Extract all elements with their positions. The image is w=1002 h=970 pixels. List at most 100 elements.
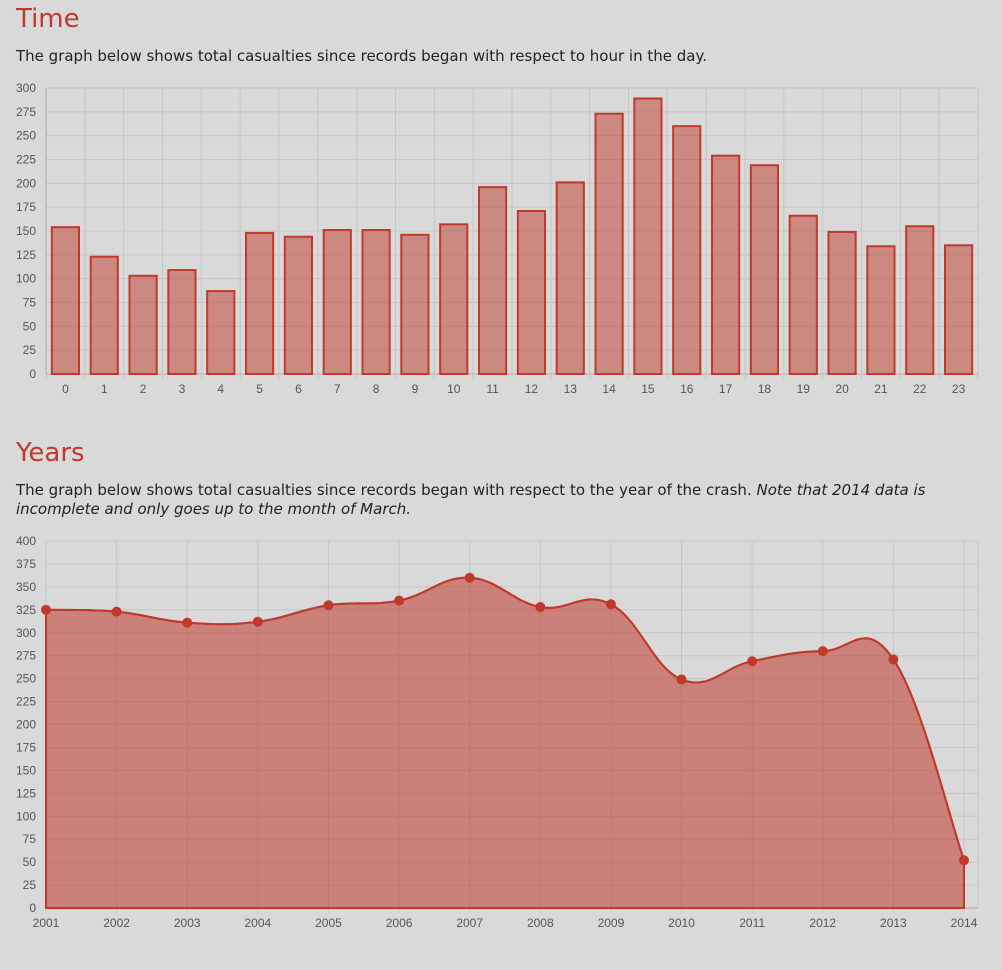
x-tick-label: 19 bbox=[797, 382, 811, 396]
y-tick-label: 175 bbox=[16, 740, 36, 754]
x-tick-label: 12 bbox=[525, 382, 539, 396]
data-point bbox=[252, 616, 263, 627]
bar bbox=[361, 229, 391, 375]
data-point bbox=[535, 602, 546, 613]
bar bbox=[244, 231, 275, 375]
x-tick-label: 7 bbox=[334, 382, 341, 396]
x-tick-label: 13 bbox=[564, 382, 578, 396]
y-tick-label: 300 bbox=[16, 626, 36, 640]
bar bbox=[594, 112, 624, 376]
time-title: Time bbox=[16, 4, 80, 34]
x-tick-label: 8 bbox=[373, 382, 380, 396]
x-tick-label: 11 bbox=[486, 382, 499, 396]
y-tick-label: 400 bbox=[16, 534, 36, 548]
x-tick-label: 2013 bbox=[880, 916, 907, 930]
x-tick-label: 2009 bbox=[598, 916, 625, 930]
data-point bbox=[41, 604, 51, 615]
x-tick-label: 2005 bbox=[315, 916, 342, 930]
x-tick-label: 23 bbox=[952, 382, 966, 396]
y-tick-label: 125 bbox=[16, 786, 36, 800]
bar bbox=[516, 209, 547, 375]
bar bbox=[710, 154, 741, 375]
y-tick-label: 225 bbox=[16, 153, 36, 167]
x-tick-label: 2 bbox=[140, 382, 147, 396]
bar bbox=[827, 230, 857, 375]
x-tick-label: 21 bbox=[874, 382, 888, 396]
y-tick-label: 25 bbox=[23, 878, 37, 892]
x-tick-label: 2014 bbox=[951, 916, 978, 930]
x-tick-label: 0 bbox=[62, 382, 69, 396]
x-tick-label: 2004 bbox=[244, 916, 271, 930]
data-point bbox=[394, 595, 405, 606]
x-tick-label: 1 bbox=[101, 382, 108, 396]
data-point bbox=[464, 572, 475, 583]
y-tick-label: 50 bbox=[23, 319, 37, 333]
y-tick-label: 275 bbox=[16, 105, 36, 119]
y-tick-label: 75 bbox=[23, 832, 37, 846]
bar bbox=[167, 269, 197, 375]
y-tick-label: 125 bbox=[16, 248, 36, 262]
x-tick-label: 2011 bbox=[739, 916, 765, 930]
y-tick-label: 175 bbox=[16, 200, 36, 214]
bar bbox=[788, 214, 818, 375]
y-tick-label: 300 bbox=[16, 81, 36, 95]
x-tick-label: 16 bbox=[680, 382, 694, 396]
x-tick-label: 15 bbox=[641, 382, 655, 396]
x-tick-label: 2012 bbox=[809, 916, 836, 930]
x-tick-label: 14 bbox=[602, 382, 616, 396]
data-point bbox=[323, 600, 334, 611]
data-point bbox=[817, 646, 828, 657]
y-tick-label: 225 bbox=[16, 695, 36, 709]
years-note: Note that 2014 data is incomplete and on… bbox=[16, 481, 926, 518]
y-tick-label: 0 bbox=[29, 901, 36, 915]
y-tick-label: 350 bbox=[16, 580, 36, 594]
time-description: The graph below shows total casualties s… bbox=[16, 47, 707, 65]
x-tick-label: 2001 bbox=[33, 916, 60, 930]
data-point bbox=[182, 617, 193, 628]
x-tick-label: 6 bbox=[295, 382, 302, 396]
y-tick-label: 200 bbox=[16, 176, 36, 190]
x-tick-label: 9 bbox=[412, 382, 419, 396]
x-tick-label: 10 bbox=[447, 382, 461, 396]
y-tick-label: 100 bbox=[16, 809, 36, 823]
x-tick-label: 2003 bbox=[174, 916, 201, 930]
x-tick-label: 2007 bbox=[456, 916, 483, 930]
y-tick-label: 325 bbox=[16, 603, 36, 617]
bar bbox=[633, 97, 663, 375]
bar bbox=[555, 181, 585, 375]
bar bbox=[283, 235, 314, 375]
x-tick-label: 17 bbox=[719, 382, 733, 396]
bar bbox=[128, 274, 158, 376]
y-tick-label: 250 bbox=[16, 672, 36, 686]
x-tick-label: 4 bbox=[217, 382, 224, 396]
years-title: Years bbox=[16, 438, 85, 468]
bar bbox=[749, 164, 780, 375]
bar bbox=[672, 125, 702, 375]
y-tick-label: 250 bbox=[16, 129, 36, 143]
x-tick-label: 2006 bbox=[386, 916, 413, 930]
y-tick-label: 150 bbox=[16, 224, 36, 238]
data-point bbox=[605, 599, 616, 610]
data-point bbox=[111, 606, 122, 617]
bar bbox=[439, 223, 469, 375]
years-description: The graph below shows total casualties s… bbox=[16, 481, 976, 519]
y-tick-label: 375 bbox=[16, 557, 36, 571]
bar bbox=[50, 226, 81, 375]
bar bbox=[905, 225, 935, 375]
x-tick-label: 18 bbox=[758, 382, 772, 396]
x-tick-label: 2002 bbox=[103, 916, 130, 930]
bar bbox=[206, 290, 236, 375]
y-tick-label: 25 bbox=[23, 343, 37, 357]
x-tick-label: 20 bbox=[835, 382, 849, 396]
bar bbox=[477, 186, 508, 375]
years-description-text: The graph below shows total casualties s… bbox=[16, 481, 757, 499]
data-point bbox=[888, 654, 899, 665]
bar bbox=[866, 245, 896, 375]
data-point bbox=[747, 656, 758, 667]
x-tick-label: 2010 bbox=[668, 916, 695, 930]
x-tick-label: 3 bbox=[179, 382, 186, 396]
y-tick-label: 100 bbox=[16, 272, 36, 286]
y-tick-label: 0 bbox=[29, 367, 36, 381]
